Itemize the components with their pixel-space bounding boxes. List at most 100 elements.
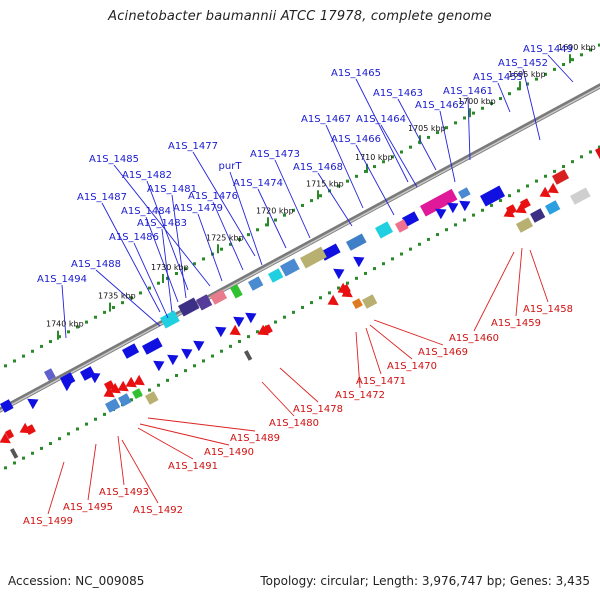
forward-leader-line bbox=[146, 180, 189, 291]
lower-tick-dot bbox=[49, 442, 52, 446]
forward-gene bbox=[375, 221, 394, 239]
forward-gene bbox=[122, 343, 140, 359]
reverse-gene bbox=[243, 350, 253, 361]
reverse-gene-arrow bbox=[515, 202, 527, 214]
lower-tick-dot bbox=[508, 194, 511, 198]
upper-tick-dot bbox=[445, 126, 448, 130]
lower-tick-dot bbox=[553, 169, 556, 173]
forward-gene-arrow bbox=[27, 398, 39, 410]
forward-gene-label: A1S_1465 bbox=[331, 68, 381, 79]
forward-leader-line bbox=[397, 98, 437, 171]
scale-tick-label: 1735 kbp bbox=[98, 292, 136, 301]
reverse-gene bbox=[516, 217, 534, 233]
upper-tick-dot bbox=[319, 194, 322, 198]
upper-tick-dot bbox=[94, 315, 97, 319]
forward-gene-label: A1S_1467 bbox=[301, 114, 351, 125]
upper-tick-dot bbox=[301, 203, 304, 207]
reverse-gene-arrow bbox=[109, 382, 121, 394]
reverse-gene-label: A1S_1459 bbox=[491, 318, 541, 329]
upper-tick-dot bbox=[256, 228, 259, 232]
lower-tick-dot bbox=[157, 383, 160, 387]
lower-tick-dot bbox=[292, 310, 295, 314]
label-layer: 1690 kbp 1695 kbp 1700 kbp 1705 kbp 1710 kbp… bbox=[23, 43, 596, 527]
forward-gene-arrow bbox=[333, 268, 345, 280]
lower-tick-dot bbox=[373, 267, 376, 271]
lower-tick-dot bbox=[391, 257, 394, 261]
upper-tick-dot bbox=[247, 233, 250, 237]
reverse-gene-arrow bbox=[229, 324, 241, 336]
upper-tick-dot bbox=[139, 291, 142, 295]
forward-gene bbox=[420, 188, 458, 217]
upper-tick-dot bbox=[571, 58, 574, 62]
scale-tick-label: 1740 kbp bbox=[46, 320, 84, 329]
forward-leader-line bbox=[355, 78, 409, 183]
forward-gene bbox=[458, 187, 471, 200]
upper-tick-dot bbox=[13, 359, 16, 363]
lower-tick-dot bbox=[436, 233, 439, 237]
reverse-gene-label: A1S_1478 bbox=[293, 404, 343, 415]
lower-tick-dot bbox=[274, 320, 277, 324]
reverse-gene-label: A1S_1471 bbox=[356, 376, 406, 387]
forward-leader-line bbox=[192, 151, 256, 257]
reverse-leader-line bbox=[365, 327, 382, 375]
forward-leader-line bbox=[101, 202, 161, 313]
reverse-leader-line bbox=[137, 427, 194, 460]
reverse-gene-arrow bbox=[125, 376, 137, 388]
upper-tick-dot bbox=[40, 344, 43, 348]
reverse-gene bbox=[545, 200, 561, 215]
upper-tick-dot bbox=[580, 53, 583, 57]
forward-leader-line bbox=[317, 172, 353, 227]
reverse-gene-label: A1S_1470 bbox=[387, 361, 437, 372]
upper-tick-dot bbox=[265, 223, 268, 227]
upper-tick-dot bbox=[4, 364, 7, 368]
forward-gene-label: A1S_1449 bbox=[523, 44, 573, 55]
forward-leader-line bbox=[522, 68, 541, 141]
forward-gene-label: A1S_1482 bbox=[122, 170, 172, 181]
upper-tick-dot bbox=[508, 92, 511, 96]
upper-tick-dot bbox=[103, 310, 106, 314]
reverse-gene-arrow bbox=[327, 294, 339, 306]
lower-tick-dot bbox=[580, 155, 583, 159]
lower-tick-dot bbox=[472, 213, 475, 217]
upper-tick-dot bbox=[157, 281, 160, 285]
reverse-gene-arrow bbox=[539, 186, 551, 198]
upper-tick-dot bbox=[121, 301, 124, 305]
lower-tick-dot bbox=[409, 247, 412, 251]
reverse-leader-line bbox=[369, 324, 413, 360]
lower-tick-dot bbox=[589, 150, 592, 154]
forward-leader-line bbox=[274, 159, 311, 239]
upper-tick-dot bbox=[409, 145, 412, 149]
reverse-gene bbox=[144, 391, 159, 405]
upper-tick-dot bbox=[553, 67, 556, 71]
reverse-gene-arrow bbox=[547, 182, 559, 194]
lower-tick-dot bbox=[400, 252, 403, 256]
forward-gene-label: A1S_1461 bbox=[443, 86, 493, 97]
upper-tick-dot bbox=[463, 116, 466, 120]
lower-tick-dot bbox=[4, 466, 7, 470]
reverse-leader-line bbox=[87, 443, 97, 501]
forward-gene-label: A1S_1486 bbox=[109, 232, 159, 243]
lower-tick-dot bbox=[490, 203, 493, 207]
reverse-gene-arrow bbox=[503, 206, 515, 218]
backbone-layer bbox=[0, 83, 600, 413]
forward-leader-line bbox=[355, 144, 395, 216]
reverse-gene bbox=[570, 187, 591, 205]
lower-tick-dot bbox=[337, 286, 340, 290]
forward-leader-line bbox=[161, 228, 173, 313]
scale-tick-label: 1710 kbp bbox=[355, 153, 393, 162]
forward-leader-line bbox=[113, 164, 211, 287]
upper-tick-dot bbox=[436, 131, 439, 135]
upper-tick-dot bbox=[364, 169, 367, 173]
upper-tick-dot bbox=[481, 106, 484, 110]
forward-gene-label: A1S_1455 bbox=[473, 72, 523, 83]
forward-gene bbox=[195, 294, 213, 311]
lower-tick-dot bbox=[418, 242, 421, 246]
tick-layer bbox=[4, 43, 600, 470]
reverse-leader-line bbox=[515, 247, 523, 317]
upper-tick-dot bbox=[400, 150, 403, 154]
forward-leader-line bbox=[325, 124, 364, 209]
forward-leader-line bbox=[380, 124, 418, 188]
forward-leader-line bbox=[497, 82, 511, 113]
lower-tick-dot bbox=[382, 262, 385, 266]
reverse-gene bbox=[5, 429, 15, 440]
